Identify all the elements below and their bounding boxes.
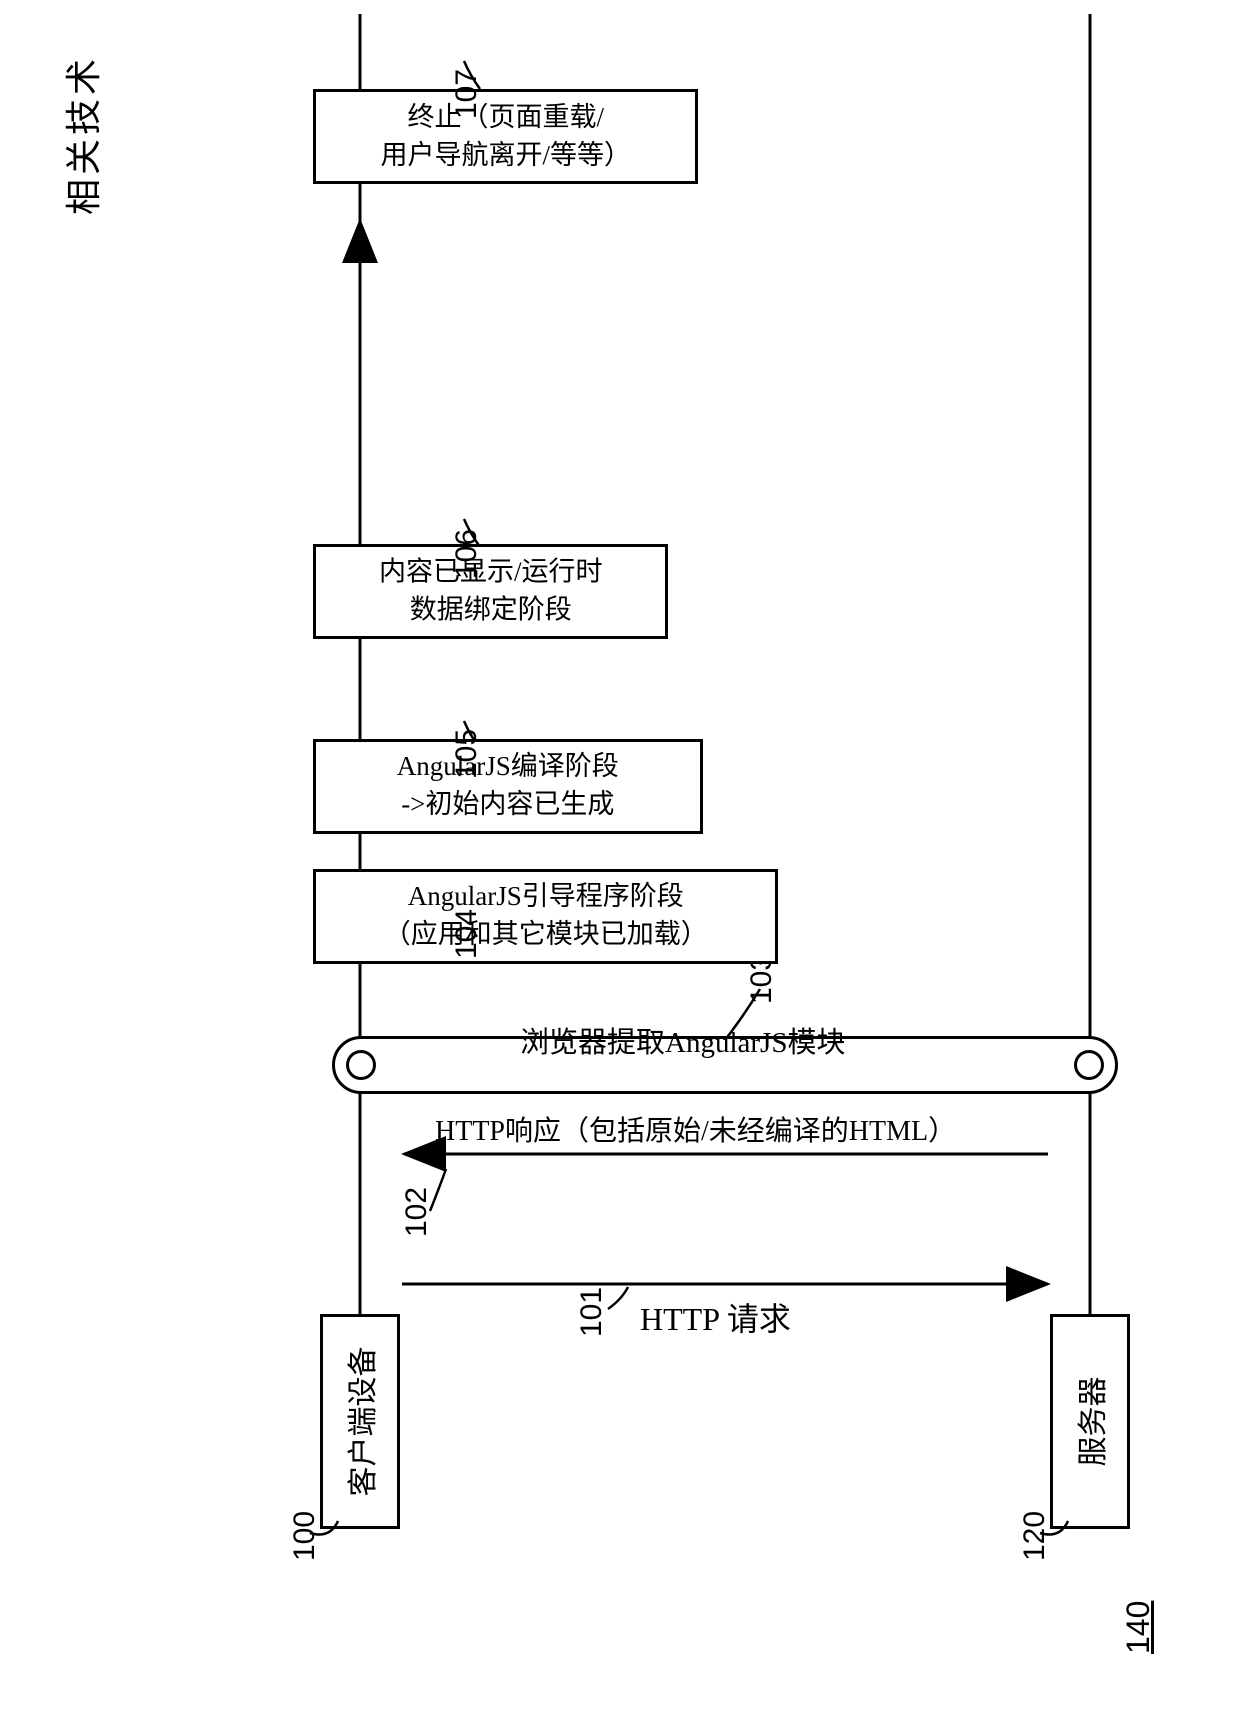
ref-107: 107 [450,69,484,119]
step105-l1: AngularJS编译阶段 [397,749,619,787]
server-ref: 120 [1018,1511,1052,1561]
step105-l2: ->初始内容已生成 [397,787,619,825]
step105-box: AngularJS编译阶段 ->初始内容已生成 [313,739,703,834]
server-box-label: 服务器 [1068,1377,1112,1467]
client-box-label: 客户端设备 [338,1347,382,1497]
corner-label: 相关技术 [55,55,107,215]
ref-102: 102 [400,1187,434,1237]
http-request-label: HTTP 请求 [640,1294,791,1340]
step104-l1: AngularJS引导程序阶段 [384,879,708,917]
step106-l1: 内容已显示/运行时 [379,554,603,592]
client-box: 客户端设备 [320,1314,400,1529]
step104-box: AngularJS引导程序阶段 （应用和其它模块已加载） [313,869,778,964]
step107-l2: 用户导航离开/等等） [380,136,631,174]
fetch-bar-label: 浏览器提取AngularJS模块 [520,1019,845,1061]
ref-104: 104 [450,909,484,959]
client-ref: 100 [288,1511,322,1561]
step107-box: 终止（页面重载/ 用户导航离开/等等） [313,89,698,184]
figure-ref: 140 [1120,1601,1157,1654]
step106-box: 内容已显示/运行时 数据绑定阶段 [313,544,668,639]
server-box: 服务器 [1050,1314,1130,1529]
step104-l2: （应用和其它模块已加载） [384,917,708,955]
ref-106: 106 [450,529,484,579]
ref-105: 105 [450,729,484,779]
step106-l2: 数据绑定阶段 [379,591,603,629]
step107-l1: 终止（页面重载/ [380,99,631,137]
http-response-label: HTTP响应（包括原始/未经编译的HTML） [435,1109,956,1149]
ref-101: 101 [575,1287,609,1337]
